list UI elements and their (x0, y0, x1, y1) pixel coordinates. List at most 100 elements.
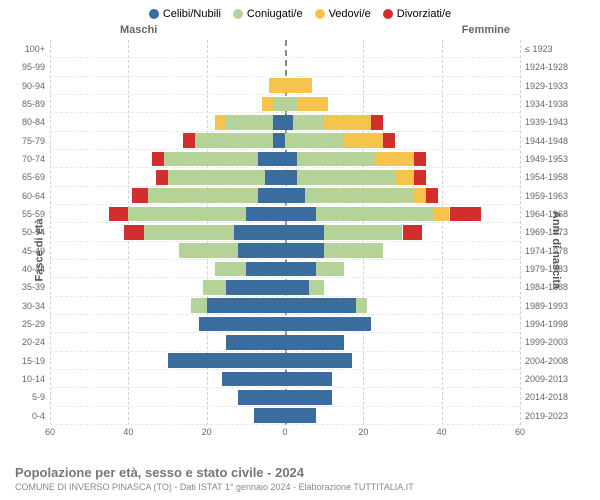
pyramid-row: 20-241999-2003 (50, 333, 520, 351)
age-group-label: 35-39 (5, 278, 45, 296)
bar-male-single (273, 115, 285, 130)
x-tick-label: 20 (358, 427, 368, 437)
bar-female-single (285, 115, 293, 130)
pyramid-row: 50-541969-1973 (50, 223, 520, 241)
pyramid-row: 15-192004-2008 (50, 352, 520, 370)
age-group-label: 0-4 (5, 407, 45, 425)
bar-male-widowed (215, 115, 227, 130)
bar-male-married (179, 243, 238, 258)
birth-year-label: 1924-1928 (525, 58, 595, 76)
age-group-label: 5-9 (5, 388, 45, 406)
bar-female-widowed (414, 188, 426, 203)
legend-dot (383, 9, 393, 19)
age-group-label: 10-14 (5, 370, 45, 388)
birth-year-label: 1944-1948 (525, 132, 595, 150)
bar-male-single (207, 298, 285, 313)
x-axis: 6040200204060 (50, 427, 520, 442)
age-group-label: 60-64 (5, 187, 45, 205)
legend-item: Coniugati/e (233, 8, 303, 20)
legend-label: Divorziati/e (397, 8, 451, 20)
pyramid-row: 45-491974-1978 (50, 242, 520, 260)
bar-male-married (195, 133, 273, 148)
x-tick-label: 60 (45, 427, 55, 437)
bar-female-widowed (375, 152, 414, 167)
birth-year-label: 1929-1933 (525, 77, 595, 95)
bar-male-single (246, 207, 285, 222)
row-divider (50, 424, 520, 425)
bar-female-married (309, 280, 325, 295)
pyramid-row: 25-291994-1998 (50, 315, 520, 333)
birth-year-label: 2009-2013 (525, 370, 595, 388)
bar-female-married (285, 97, 297, 112)
bar-female-married (356, 298, 368, 313)
birth-year-label: 1964-1968 (525, 205, 595, 223)
bar-female-married (324, 225, 402, 240)
bar-female-single (285, 408, 316, 423)
age-group-label: 20-24 (5, 333, 45, 351)
bar-male-divorced (183, 133, 195, 148)
age-group-label: 45-49 (5, 242, 45, 260)
bar-male-single (258, 152, 285, 167)
bar-male-single (226, 335, 285, 350)
pyramid-row: 80-841939-1943 (50, 113, 520, 131)
pyramid-row: 90-941929-1933 (50, 77, 520, 95)
age-group-label: 15-19 (5, 352, 45, 370)
birth-year-label: 2014-2018 (525, 388, 595, 406)
pyramid-row: 55-591964-1968 (50, 205, 520, 223)
age-group-label: 25-29 (5, 315, 45, 333)
birth-year-label: 2004-2008 (525, 352, 595, 370)
age-group-label: 80-84 (5, 113, 45, 131)
bar-male-divorced (152, 152, 164, 167)
bar-female-divorced (371, 115, 383, 130)
birth-year-label: 1969-1973 (525, 223, 595, 241)
birth-year-label: 1989-1993 (525, 297, 595, 315)
chart-container: Celibi/Nubili Coniugati/e Vedovi/e Divorzia… (0, 0, 600, 500)
gridline (520, 40, 521, 425)
legend-item: Celibi/Nubili (149, 8, 221, 20)
bar-female-divorced (414, 170, 426, 185)
age-group-label: 30-34 (5, 297, 45, 315)
bar-female-single (285, 225, 324, 240)
bar-female-widowed (344, 133, 383, 148)
chart-footer: Popolazione per età, sesso e stato civil… (15, 465, 414, 492)
bar-female-single (285, 353, 352, 368)
age-group-label: 85-89 (5, 95, 45, 113)
header-female: Femmine (462, 24, 510, 36)
legend-item: Divorziati/e (383, 8, 451, 20)
legend-label: Vedovi/e (329, 8, 371, 20)
bar-female-widowed (434, 207, 450, 222)
bar-female-single (285, 390, 332, 405)
birth-year-label: 1934-1938 (525, 95, 595, 113)
age-group-label: 65-69 (5, 168, 45, 186)
header-labels: Maschi Femmine (0, 20, 600, 36)
pyramid-row: 0-42019-2023 (50, 407, 520, 425)
legend-item: Vedovi/e (315, 8, 371, 20)
pyramid-row: 85-891934-1938 (50, 95, 520, 113)
x-tick-label: 60 (515, 427, 525, 437)
pyramid-row: 60-641959-1963 (50, 187, 520, 205)
bar-male-married (168, 170, 266, 185)
bar-female-widowed (395, 170, 415, 185)
x-tick-label: 40 (437, 427, 447, 437)
pyramid-row: 40-441979-1983 (50, 260, 520, 278)
bar-male-single (238, 390, 285, 405)
birth-year-label: 1994-1998 (525, 315, 595, 333)
bar-female-single (285, 207, 316, 222)
birth-year-label: 1949-1953 (525, 150, 595, 168)
bar-female-single (285, 188, 305, 203)
age-group-label: 40-44 (5, 260, 45, 278)
bar-male-single (254, 408, 285, 423)
pyramid-row: 5-92014-2018 (50, 388, 520, 406)
birth-year-label: ≤ 1923 (525, 40, 595, 58)
bar-female-divorced (403, 225, 423, 240)
bar-male-married (273, 97, 285, 112)
x-tick-label: 40 (123, 427, 133, 437)
x-tick-label: 20 (202, 427, 212, 437)
age-group-label: 100+ (5, 40, 45, 58)
bar-female-divorced (383, 133, 395, 148)
bar-female-single (285, 335, 344, 350)
bar-male-divorced (132, 188, 148, 203)
bar-male-married (128, 207, 246, 222)
bar-male-widowed (262, 97, 274, 112)
bar-male-single (168, 353, 286, 368)
